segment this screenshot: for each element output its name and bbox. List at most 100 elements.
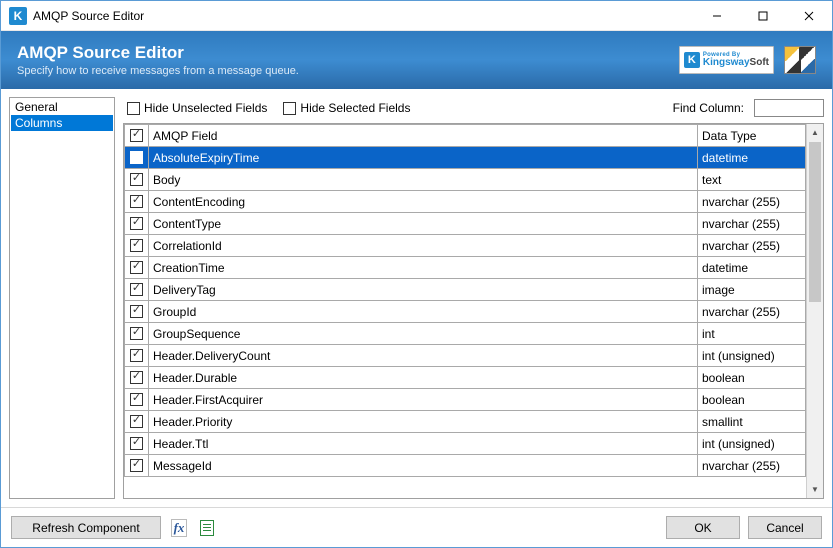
row-checkbox-cell[interactable] bbox=[125, 389, 149, 411]
row-field-name[interactable]: Header.FirstAcquirer bbox=[149, 389, 698, 411]
row-checkbox[interactable] bbox=[130, 327, 143, 340]
table-row[interactable]: DeliveryTagimage bbox=[125, 279, 806, 301]
table-row[interactable]: Header.Prioritysmallint bbox=[125, 411, 806, 433]
row-field-name[interactable]: GroupSequence bbox=[149, 323, 698, 345]
row-checkbox[interactable] bbox=[130, 393, 143, 406]
row-checkbox[interactable] bbox=[130, 217, 143, 230]
table-row[interactable]: CreationTimedatetime bbox=[125, 257, 806, 279]
table-row[interactable]: ContentEncodingnvarchar (255) bbox=[125, 191, 806, 213]
row-checkbox-cell[interactable] bbox=[125, 345, 149, 367]
expression-button[interactable]: fx bbox=[169, 518, 189, 538]
row-checkbox[interactable] bbox=[130, 305, 143, 318]
row-checkbox[interactable] bbox=[130, 239, 143, 252]
row-field-name[interactable]: DeliveryTag bbox=[149, 279, 698, 301]
row-checkbox[interactable] bbox=[130, 371, 143, 384]
row-checkbox[interactable] bbox=[130, 173, 143, 186]
row-data-type[interactable]: datetime bbox=[698, 257, 806, 279]
row-data-type[interactable]: boolean bbox=[698, 389, 806, 411]
sidebar-item-columns[interactable]: Columns bbox=[11, 115, 113, 131]
row-field-name[interactable]: GroupId bbox=[149, 301, 698, 323]
row-checkbox[interactable] bbox=[130, 459, 143, 472]
row-checkbox-cell[interactable] bbox=[125, 433, 149, 455]
row-checkbox-cell[interactable] bbox=[125, 169, 149, 191]
hide-selected-option[interactable]: Hide Selected Fields bbox=[283, 101, 410, 115]
select-all-checkbox[interactable] bbox=[130, 129, 143, 142]
row-checkbox-cell[interactable] bbox=[125, 257, 149, 279]
table-row[interactable]: Header.Ttlint (unsigned) bbox=[125, 433, 806, 455]
row-data-type[interactable]: nvarchar (255) bbox=[698, 455, 806, 477]
row-field-name[interactable]: MessageId bbox=[149, 455, 698, 477]
row-data-type[interactable]: int (unsigned) bbox=[698, 433, 806, 455]
row-field-name[interactable]: Header.Durable bbox=[149, 367, 698, 389]
cancel-button[interactable]: Cancel bbox=[748, 516, 822, 539]
table-row[interactable]: GroupIdnvarchar (255) bbox=[125, 301, 806, 323]
row-field-name[interactable]: ContentEncoding bbox=[149, 191, 698, 213]
scroll-thumb[interactable] bbox=[809, 142, 821, 302]
row-field-name[interactable]: CorrelationId bbox=[149, 235, 698, 257]
find-column-input[interactable] bbox=[754, 99, 824, 117]
row-data-type[interactable]: image bbox=[698, 279, 806, 301]
row-field-name[interactable]: CreationTime bbox=[149, 257, 698, 279]
row-data-type[interactable]: nvarchar (255) bbox=[698, 213, 806, 235]
table-row[interactable]: Header.FirstAcquirerboolean bbox=[125, 389, 806, 411]
row-checkbox-cell[interactable] bbox=[125, 455, 149, 477]
row-checkbox-cell[interactable] bbox=[125, 411, 149, 433]
refresh-component-button[interactable]: Refresh Component bbox=[11, 516, 161, 539]
row-checkbox-cell[interactable] bbox=[125, 213, 149, 235]
scroll-down-button[interactable]: ▼ bbox=[807, 481, 823, 498]
body: GeneralColumns Hide Unselected Fields Hi… bbox=[1, 89, 832, 507]
row-field-name[interactable]: Header.DeliveryCount bbox=[149, 345, 698, 367]
row-data-type[interactable]: nvarchar (255) bbox=[698, 191, 806, 213]
row-checkbox[interactable] bbox=[130, 349, 143, 362]
hide-selected-checkbox[interactable] bbox=[283, 102, 296, 115]
maximize-button[interactable] bbox=[740, 1, 786, 30]
row-data-type[interactable]: nvarchar (255) bbox=[698, 235, 806, 257]
table-row[interactable]: MessageIdnvarchar (255) bbox=[125, 455, 806, 477]
grid-header-type[interactable]: Data Type bbox=[698, 125, 806, 147]
row-checkbox[interactable] bbox=[130, 437, 143, 450]
grid-header-checkbox-cell[interactable] bbox=[125, 125, 149, 147]
row-checkbox-cell[interactable] bbox=[125, 367, 149, 389]
table-row[interactable]: Header.DeliveryCountint (unsigned) bbox=[125, 345, 806, 367]
row-checkbox[interactable] bbox=[130, 261, 143, 274]
row-data-type[interactable]: int (unsigned) bbox=[698, 345, 806, 367]
scroll-up-button[interactable]: ▲ bbox=[807, 124, 823, 141]
row-checkbox[interactable] bbox=[130, 151, 143, 164]
table-row[interactable]: Header.Durableboolean bbox=[125, 367, 806, 389]
row-data-type[interactable]: nvarchar (255) bbox=[698, 301, 806, 323]
row-checkbox-cell[interactable] bbox=[125, 323, 149, 345]
grid-header-name[interactable]: AMQP Field bbox=[149, 125, 698, 147]
table-row[interactable]: Bodytext bbox=[125, 169, 806, 191]
row-field-name[interactable]: Header.Ttl bbox=[149, 433, 698, 455]
row-checkbox[interactable] bbox=[130, 283, 143, 296]
documentation-button[interactable] bbox=[197, 518, 217, 538]
row-data-type[interactable]: smallint bbox=[698, 411, 806, 433]
ok-button[interactable]: OK bbox=[666, 516, 740, 539]
row-data-type[interactable]: text bbox=[698, 169, 806, 191]
minimize-button[interactable] bbox=[694, 1, 740, 30]
hide-unselected-checkbox[interactable] bbox=[127, 102, 140, 115]
row-data-type[interactable]: boolean bbox=[698, 367, 806, 389]
banner-title: AMQP Source Editor bbox=[17, 43, 679, 63]
row-checkbox-cell[interactable] bbox=[125, 147, 149, 169]
row-field-name[interactable]: Header.Priority bbox=[149, 411, 698, 433]
row-data-type[interactable]: datetime bbox=[698, 147, 806, 169]
vertical-scrollbar[interactable]: ▲ ▼ bbox=[806, 124, 823, 498]
row-checkbox-cell[interactable] bbox=[125, 301, 149, 323]
table-row[interactable]: ContentTypenvarchar (255) bbox=[125, 213, 806, 235]
hide-unselected-option[interactable]: Hide Unselected Fields bbox=[127, 101, 267, 115]
table-row[interactable]: CorrelationIdnvarchar (255) bbox=[125, 235, 806, 257]
sidebar-item-general[interactable]: General bbox=[11, 99, 113, 115]
close-button[interactable] bbox=[786, 1, 832, 30]
row-checkbox-cell[interactable] bbox=[125, 279, 149, 301]
row-checkbox[interactable] bbox=[130, 415, 143, 428]
row-field-name[interactable]: Body bbox=[149, 169, 698, 191]
row-checkbox-cell[interactable] bbox=[125, 191, 149, 213]
row-checkbox[interactable] bbox=[130, 195, 143, 208]
row-data-type[interactable]: int bbox=[698, 323, 806, 345]
row-checkbox-cell[interactable] bbox=[125, 235, 149, 257]
table-row[interactable]: GroupSequenceint bbox=[125, 323, 806, 345]
row-field-name[interactable]: AbsoluteExpiryTime bbox=[149, 147, 698, 169]
table-row[interactable]: AbsoluteExpiryTimedatetime bbox=[125, 147, 806, 169]
row-field-name[interactable]: ContentType bbox=[149, 213, 698, 235]
